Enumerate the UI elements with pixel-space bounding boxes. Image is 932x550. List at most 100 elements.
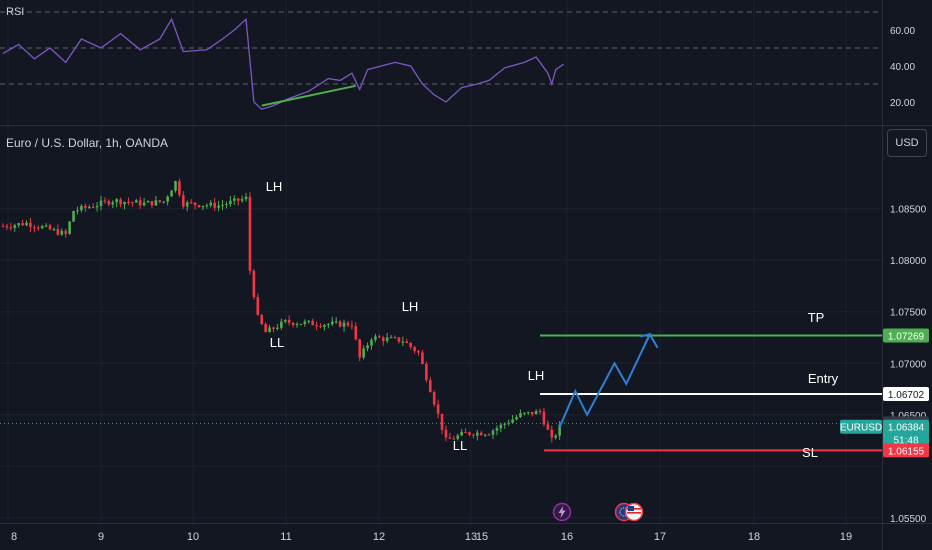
candle-body: [1, 226, 5, 228]
candle-body: [119, 199, 122, 205]
candle-body: [244, 196, 248, 200]
candle-body: [366, 345, 369, 349]
candle-body: [248, 196, 252, 271]
candle-body: [127, 201, 130, 203]
time-axis-tick: 18: [748, 531, 760, 543]
candle-body: [299, 323, 303, 325]
annotation-lh: LH: [266, 179, 283, 194]
candle-body: [417, 351, 420, 353]
candle-body: [142, 202, 146, 206]
candle-body: [95, 205, 99, 208]
candle-body: [240, 199, 244, 201]
candle-body: [205, 205, 209, 207]
candle-body: [68, 221, 71, 234]
annotation-sl: SL: [802, 445, 818, 460]
candle-body: [76, 210, 79, 212]
candle-body: [56, 229, 60, 235]
candle-body: [550, 429, 554, 438]
sl-price-badge-bg: [883, 443, 929, 458]
candle-body: [323, 325, 326, 327]
candle-body: [558, 424, 561, 436]
candle-body: [421, 352, 424, 364]
candle-body: [25, 222, 28, 226]
rsi-axis-tick: 20.00: [890, 98, 915, 109]
candle-body: [201, 205, 205, 208]
candle-body: [236, 198, 240, 201]
candle-body: [381, 337, 385, 341]
annotation-lh: LH: [402, 299, 419, 314]
candle-body: [276, 327, 279, 329]
candle-body: [472, 434, 475, 436]
candle-body: [307, 320, 311, 322]
candle-body: [182, 195, 185, 207]
time-axis-tick: 8: [11, 531, 17, 543]
symbol-title[interactable]: Euro / U.S. Dollar, 1h, OANDA: [6, 136, 169, 150]
candle-body: [123, 201, 126, 205]
candle-body: [362, 348, 365, 358]
candle-body: [499, 424, 503, 429]
candle-body: [515, 417, 518, 420]
candle-body: [526, 411, 530, 413]
candle-body: [5, 226, 9, 228]
candle-body: [80, 205, 83, 211]
time-axis-tick: 9: [98, 531, 104, 543]
candle-body: [405, 341, 409, 343]
price-axis-tick: 1.06500: [890, 411, 927, 422]
candle-body: [9, 227, 13, 229]
candle-body: [33, 226, 36, 228]
currency-button[interactable]: USD: [887, 129, 927, 157]
symbol-price-badge: 1.06384: [888, 423, 925, 434]
currency-flags-icon[interactable]: [614, 502, 644, 522]
candle-body: [272, 327, 275, 329]
candle-body: [440, 413, 444, 430]
time-axis-tick: 19: [840, 531, 852, 543]
candle-body: [232, 198, 236, 201]
candle-body: [425, 363, 428, 381]
annotation-lh: LH: [528, 368, 545, 383]
candle-body: [154, 200, 158, 206]
rsi-label: RSI: [6, 6, 25, 18]
candle-body: [287, 319, 291, 323]
candle-body: [456, 435, 460, 439]
candle-body: [268, 327, 271, 333]
projection-arrowhead: [639, 333, 652, 345]
candle-body: [213, 202, 216, 208]
candle-body: [291, 322, 295, 326]
candle-body: [283, 319, 287, 322]
price-axis-tick: 1.08500: [890, 205, 927, 216]
entry-price-badge-bg: [883, 386, 929, 401]
candle-body: [519, 413, 522, 418]
candle-body: [397, 337, 401, 342]
candle-body: [138, 200, 142, 206]
annotation-ll: LL: [270, 335, 284, 350]
lightning-icon[interactable]: [551, 502, 573, 522]
candle-body: [413, 347, 416, 352]
candle-body: [111, 202, 115, 205]
candle-body: [354, 326, 358, 340]
candle-body: [358, 339, 362, 358]
candle-body: [52, 229, 56, 231]
candle-body: [295, 324, 299, 326]
candle-body: [460, 432, 463, 436]
price-axis-tick: 1.05500: [890, 514, 927, 525]
candle-body: [319, 325, 322, 327]
candle-body: [103, 200, 107, 202]
sl-price-badge: 1.06155: [888, 446, 925, 457]
candle-body: [409, 342, 412, 348]
bar-countdown: 51:48: [893, 436, 918, 447]
candle-body: [197, 205, 201, 208]
candle-body: [150, 201, 154, 206]
candle-body: [315, 325, 318, 327]
candle-body: [511, 419, 514, 423]
symbol-tag-bg: [840, 419, 882, 434]
time-axis-tick: 13: [465, 531, 477, 543]
candle-body: [162, 201, 166, 203]
candle-body: [479, 432, 483, 436]
tp-price-badge-bg: [883, 328, 929, 343]
candle-body: [523, 412, 526, 414]
candle-body: [13, 225, 17, 228]
candle-body: [495, 428, 499, 431]
rsi-axis-tick: 40.00: [890, 62, 915, 73]
time-axis-tick: 16: [561, 531, 573, 543]
